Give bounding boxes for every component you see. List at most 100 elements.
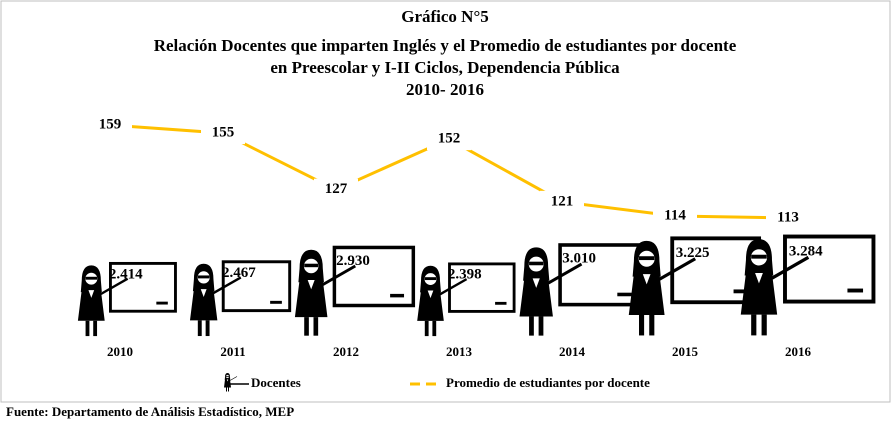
data-label: 155 <box>212 125 235 141</box>
value-label: 2.414 <box>109 266 143 282</box>
label-bg <box>540 190 584 213</box>
board-mark <box>390 293 405 298</box>
x-tick-label: 2012 <box>333 344 359 359</box>
data-label: 152 <box>438 131 461 147</box>
collar <box>427 290 434 299</box>
body <box>294 279 328 318</box>
value-label: 2.930 <box>336 253 370 269</box>
label-bg <box>314 178 358 201</box>
legend-label: Promedio de estudiantes por docente <box>446 375 650 390</box>
data-label: 113 <box>777 209 799 225</box>
board-mark <box>733 289 749 294</box>
pointer <box>439 278 468 296</box>
label-bg <box>88 114 132 136</box>
value-label: 2.398 <box>448 267 482 283</box>
board-mark <box>156 301 168 305</box>
value-label: 2.467 <box>222 265 256 281</box>
board <box>109 261 177 313</box>
data-label: 121 <box>551 193 574 209</box>
body <box>189 289 218 321</box>
chart-subtitle: 2010- 2016 <box>406 80 484 99</box>
collar <box>88 290 95 298</box>
leg <box>197 320 202 337</box>
x-tick-label: 2011 <box>220 344 245 359</box>
pictogram <box>294 245 416 336</box>
pointer <box>771 255 810 280</box>
pictogram <box>740 234 876 336</box>
data-label: 159 <box>99 116 122 132</box>
glasses <box>639 256 655 261</box>
leg <box>226 387 227 392</box>
leg <box>228 387 229 392</box>
label-bg <box>766 207 810 229</box>
pictogram <box>77 261 177 337</box>
pointer <box>212 276 242 295</box>
collar <box>307 279 315 290</box>
legend-swatch <box>224 373 238 392</box>
collar <box>226 379 229 382</box>
x-tick-label: 2014 <box>559 344 586 359</box>
label-bg <box>427 128 471 151</box>
collar <box>200 289 207 297</box>
pointer <box>229 376 238 381</box>
x-tick-label: 2010 <box>107 344 133 359</box>
collar <box>532 278 540 288</box>
glasses <box>197 275 210 279</box>
pictogram <box>519 243 643 336</box>
board-mark <box>617 292 632 297</box>
leg <box>649 315 655 336</box>
pictogram <box>189 260 292 337</box>
leg <box>529 316 534 336</box>
leg <box>538 316 544 336</box>
pointer <box>658 257 697 281</box>
chart-frame <box>0 0 891 403</box>
board-mark <box>847 288 864 293</box>
chart-subtitle: Relación Docentes que imparten Inglés y … <box>154 36 737 55</box>
body <box>224 379 231 388</box>
collar <box>642 274 651 285</box>
leg <box>85 320 90 337</box>
leg <box>205 320 210 337</box>
glasses <box>226 376 229 377</box>
value-label: 3.225 <box>676 245 710 261</box>
body <box>740 272 778 315</box>
data-label: 114 <box>664 207 686 223</box>
legend-label: Docentes <box>251 375 301 390</box>
value-label: 3.010 <box>562 251 596 267</box>
body <box>519 278 553 317</box>
pointer <box>100 277 129 296</box>
pointer <box>322 264 357 286</box>
chart-subtitle: en Preescolar y I-II Ciclos, Dependencia… <box>270 58 620 77</box>
pictogram <box>417 262 516 337</box>
leg <box>304 317 309 336</box>
leg <box>313 317 319 336</box>
glasses <box>85 276 98 280</box>
leg <box>93 320 98 337</box>
body <box>77 290 105 321</box>
pointer <box>547 262 583 285</box>
collar <box>755 272 763 284</box>
glasses <box>751 254 767 259</box>
board-mark <box>270 300 282 304</box>
x-tick-label: 2015 <box>672 344 699 359</box>
leg <box>424 320 429 337</box>
glasses <box>424 277 437 281</box>
board-mark <box>495 301 507 305</box>
leg <box>761 314 767 336</box>
body <box>417 290 444 321</box>
label-bg <box>201 122 245 145</box>
value-label: 3.284 <box>789 244 823 260</box>
x-tick-label: 2016 <box>785 344 812 359</box>
glasses <box>529 261 544 266</box>
leg <box>432 320 437 337</box>
label-bg <box>653 204 697 227</box>
data-label: 127 <box>325 181 348 197</box>
chart-title: Gráfico N°5 <box>401 7 489 26</box>
x-tick-label: 2013 <box>446 344 473 359</box>
glasses <box>304 263 319 268</box>
body <box>628 274 665 316</box>
source-note: Fuente: Departamento de Análisis Estadís… <box>6 404 294 419</box>
leg <box>751 314 757 336</box>
leg <box>639 315 645 336</box>
